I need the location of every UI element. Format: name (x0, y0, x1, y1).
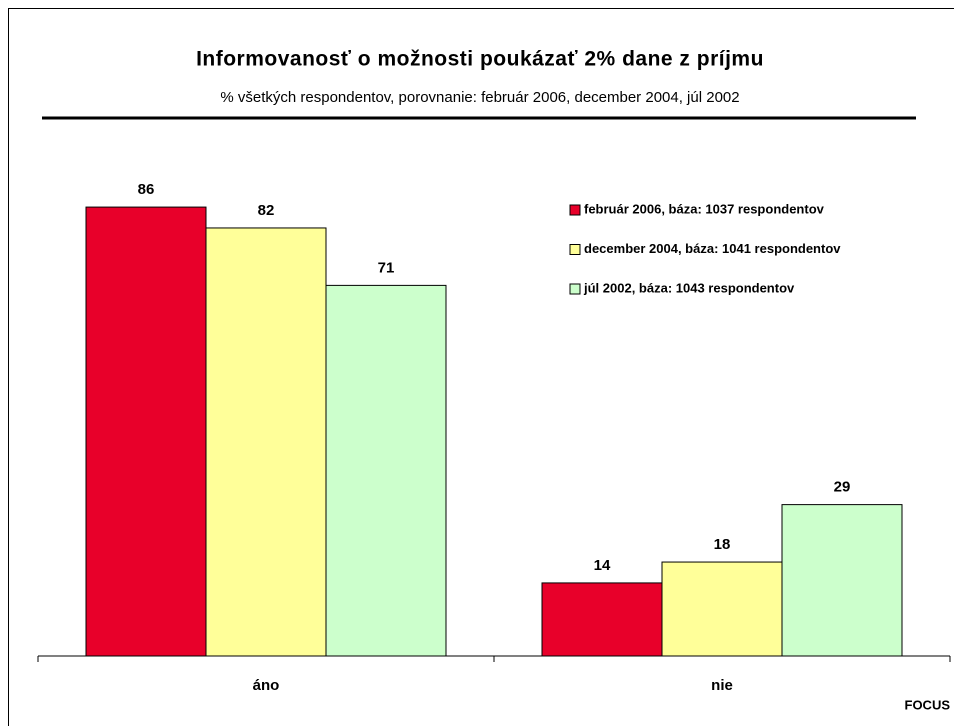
bar (541, 582, 663, 657)
chart-title: Informovanosť o možnosti poukázať 2% dan… (196, 48, 764, 71)
legend-swatch (569, 244, 581, 255)
data-label: 29 (834, 479, 851, 496)
data-label: 14 (594, 557, 611, 574)
bar (325, 284, 447, 657)
legend-swatch (569, 283, 581, 295)
chart-subtitle: % všetkých respondentov, porovnanie: feb… (220, 89, 739, 106)
data-label: 82 (258, 202, 275, 219)
source-label: FOCUS (905, 697, 951, 712)
legend-label: február 2006, báza: 1037 respondentov (584, 201, 825, 216)
legend-label: december 2004, báza: 1041 respondentov (584, 241, 841, 256)
data-label: 71 (378, 259, 395, 276)
data-label: 18 (714, 536, 731, 553)
bar (781, 504, 903, 657)
bar (661, 561, 783, 657)
legend-label: júl 2002, báza: 1043 respondentov (583, 280, 795, 295)
x-tick-label: áno (253, 677, 280, 694)
legend-swatch (569, 204, 581, 216)
data-label: 86 (138, 181, 155, 198)
bar (85, 206, 207, 657)
x-tick-label: nie (711, 677, 733, 694)
bar (205, 227, 327, 657)
